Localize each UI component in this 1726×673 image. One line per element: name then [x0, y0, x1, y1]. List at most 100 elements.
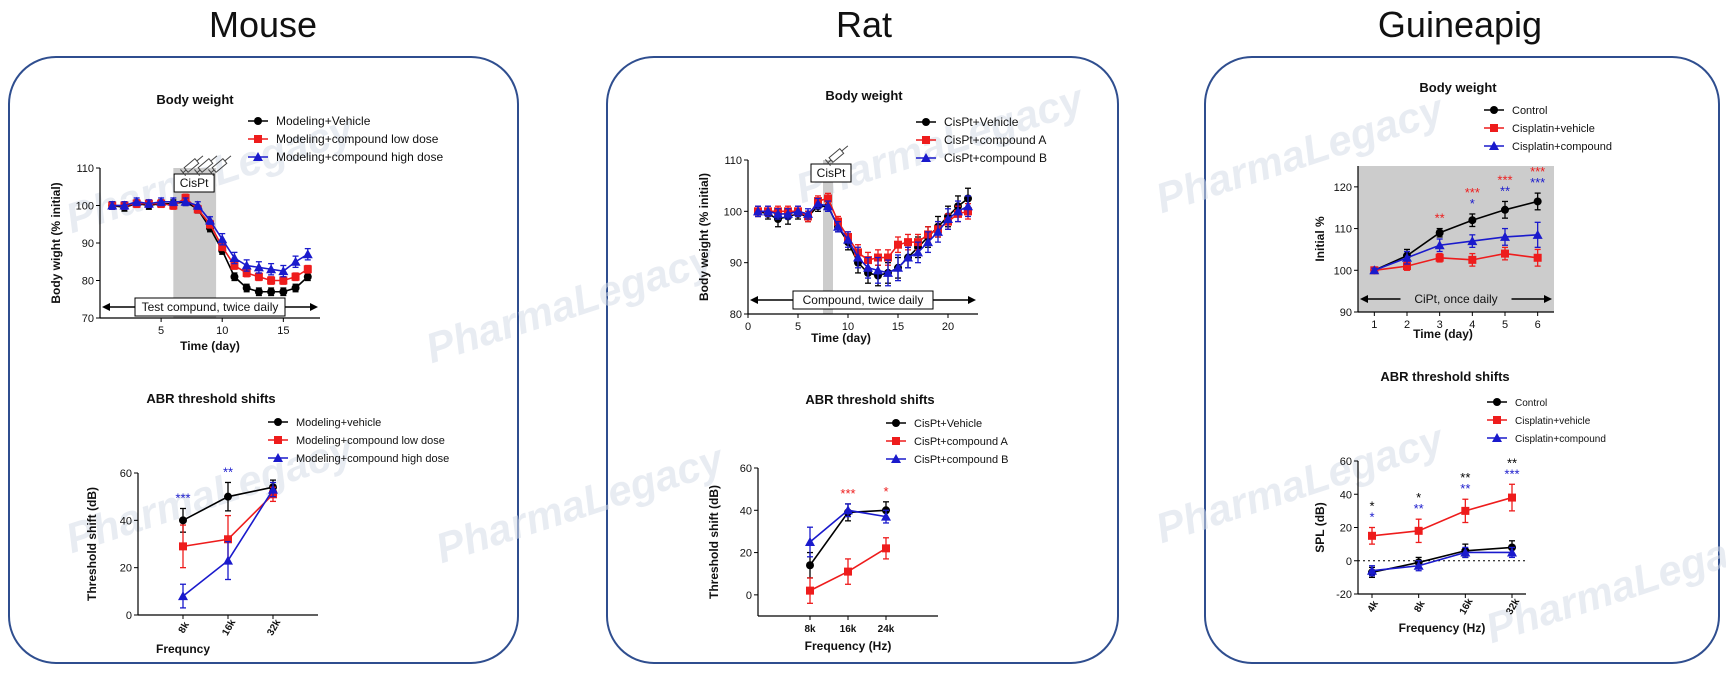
y-tick-label: 70	[82, 313, 94, 325]
cispt-label-box	[810, 163, 852, 183]
data-point	[1461, 506, 1470, 515]
legend-label: CisPt+compound B	[914, 454, 1008, 466]
x-tick-label: 16k	[840, 624, 857, 635]
y-tick-label: 20	[120, 563, 132, 575]
y-axis-label: Body weight (% initial)	[697, 173, 711, 301]
syringe-icon	[824, 145, 849, 166]
legend-marker	[1490, 106, 1498, 114]
y-tick-label: 110	[724, 155, 742, 167]
data-point	[873, 265, 883, 275]
data-point	[953, 206, 963, 216]
legend-label: Modeling+compound high dose	[276, 150, 443, 164]
data-point	[107, 200, 118, 210]
legend-label: CisPt+compound A	[914, 436, 1009, 448]
syringe-handle	[180, 169, 187, 176]
legend-label: Modeling+compound low dose	[276, 132, 439, 146]
significance-marker: ***	[1465, 185, 1480, 200]
data-point	[843, 505, 853, 515]
data-point	[278, 266, 289, 276]
data-point	[773, 208, 783, 218]
cispt-label: CisPt	[180, 176, 209, 190]
species-title-mouse: Mouse	[208, 4, 318, 45]
data-point	[933, 226, 943, 236]
data-point	[168, 196, 179, 206]
y-tick-label: 60	[740, 463, 752, 475]
data-point	[268, 484, 278, 494]
data-point	[267, 287, 276, 296]
y-tick-label: 0	[746, 590, 752, 602]
data-point	[242, 284, 251, 292]
y-axis-label: Body wight (% initial)	[49, 182, 63, 303]
data-point	[1460, 547, 1471, 557]
data-point	[302, 249, 313, 259]
data-point	[224, 535, 232, 544]
x-tick-label: 1	[1371, 319, 1377, 331]
arrow-head-left	[1360, 295, 1368, 303]
syringe-icon	[180, 155, 204, 176]
data-point	[230, 261, 239, 270]
significance-marker: ***	[1530, 175, 1545, 190]
data-point	[1403, 262, 1411, 271]
data-point	[254, 287, 263, 296]
syringe-plunger	[827, 159, 832, 163]
data-point	[205, 215, 215, 225]
dosing-label-box	[1400, 289, 1512, 309]
panel-guineapig	[1204, 56, 1720, 664]
significance-marker: ***	[1530, 164, 1545, 179]
y-tick-label: 90	[1340, 307, 1352, 319]
series-line	[1374, 200, 1538, 272]
data-point	[1367, 565, 1377, 575]
data-point	[131, 196, 142, 206]
data-point	[218, 242, 227, 251]
legend-label: Cisplatin+vehicle	[1515, 416, 1591, 427]
x-tick-label: 5	[158, 325, 164, 337]
x-tick-label: 5	[1502, 319, 1508, 331]
series-line	[758, 202, 969, 274]
significance-marker: *	[1369, 499, 1374, 514]
chart-title: Body weight	[156, 92, 234, 107]
legend-marker	[922, 118, 930, 126]
data-point	[844, 567, 852, 576]
syringe-needle	[196, 155, 204, 162]
legend-marker	[274, 418, 282, 426]
series-cisplatin-vehicle	[1370, 246, 1542, 275]
legend-marker	[891, 454, 901, 463]
data-point	[119, 200, 130, 210]
legend-label: CisPt+Vehicle	[944, 115, 1019, 129]
data-point	[217, 234, 228, 244]
x-tick-label: 10	[216, 325, 228, 337]
data-point	[179, 542, 187, 551]
syringe-icon	[208, 155, 232, 176]
data-point	[179, 516, 187, 525]
legend-marker	[1493, 398, 1501, 406]
y-tick-label: 60	[1340, 456, 1352, 468]
data-point	[1532, 229, 1543, 239]
legend-label: Cisplatin+vehicle	[1512, 123, 1595, 135]
series-cisplatin-compound	[1369, 221, 1543, 275]
data-point	[267, 276, 276, 285]
arrow-head-right	[310, 303, 318, 311]
legend-marker	[921, 153, 931, 162]
legend-marker	[253, 152, 263, 161]
x-tick-label: 16k	[1458, 596, 1476, 616]
arrow-head-left	[750, 296, 758, 304]
y-tick-label: 110	[1334, 224, 1352, 236]
x-axis-label: Time (day)	[1413, 327, 1473, 341]
data-point	[156, 196, 167, 206]
x-tick-label: 3	[1437, 319, 1443, 331]
significance-marker: **	[1500, 183, 1510, 198]
legend-label: Control	[1515, 398, 1547, 409]
data-point	[1402, 252, 1412, 262]
legend-marker	[273, 453, 283, 462]
dosing-label: Compound, twice daily	[803, 293, 924, 307]
dosing-label-box	[792, 290, 934, 310]
y-tick-label: 40	[1340, 489, 1352, 501]
x-tick-label: 4	[1469, 319, 1475, 331]
series-line	[1371, 496, 1513, 537]
data-point	[1435, 253, 1444, 262]
data-point	[1468, 216, 1477, 225]
legend-marker	[254, 135, 262, 143]
legend-label: CisPt+Vehicle	[914, 418, 982, 430]
significance-marker: **	[1460, 481, 1470, 496]
syringe-needle	[210, 155, 218, 162]
